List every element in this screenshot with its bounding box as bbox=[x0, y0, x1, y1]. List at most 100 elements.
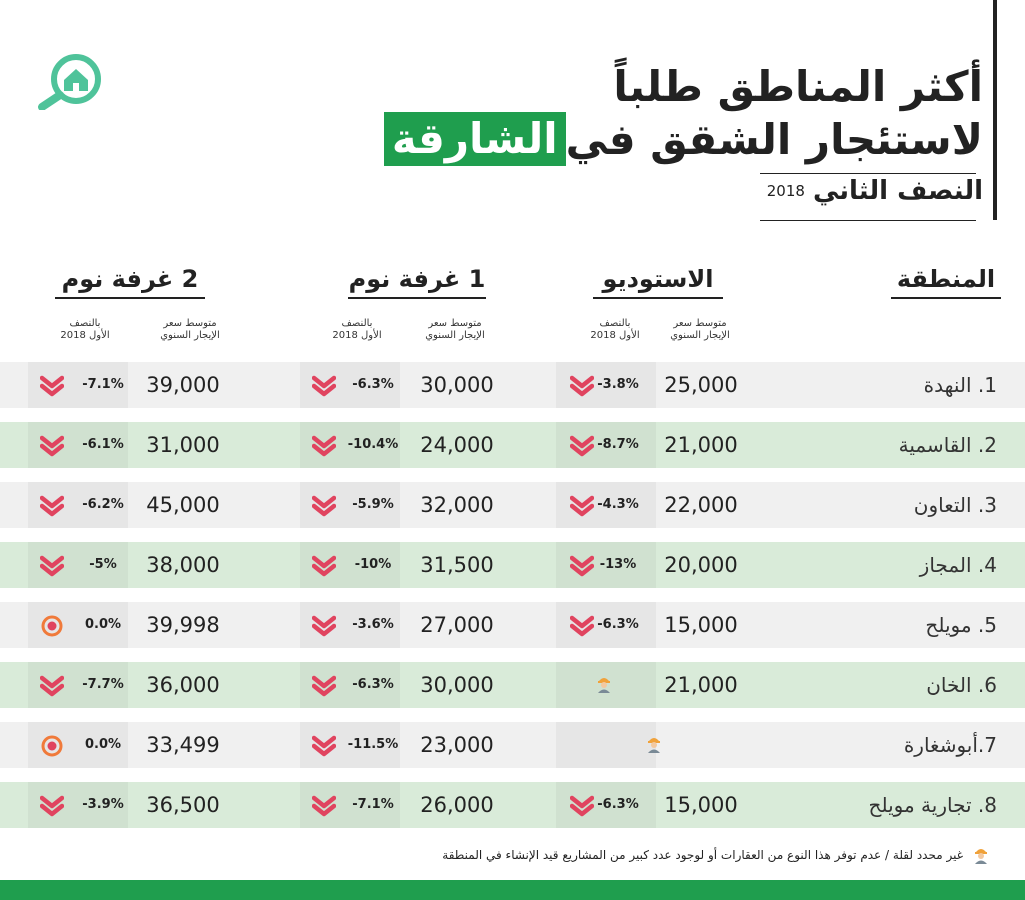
title-divider-line bbox=[993, 0, 997, 220]
studio-price: 22,000 bbox=[664, 493, 738, 517]
down-chevron-icon bbox=[39, 555, 65, 577]
worker-icon bbox=[596, 675, 620, 697]
subtitle: النصف الثاني 2018 bbox=[767, 176, 983, 206]
subheader-two-price: متوسط سعر الإيجار السنوي bbox=[160, 318, 220, 341]
subtitle-bottom-rule bbox=[760, 220, 976, 221]
two-price: 33,499 bbox=[146, 733, 220, 757]
down-chevron-icon bbox=[569, 795, 595, 817]
change-cell-shade bbox=[300, 602, 400, 648]
two-change: -5% bbox=[89, 557, 117, 572]
one-change: -5.9% bbox=[352, 497, 394, 512]
studio-price: 25,000 bbox=[664, 373, 738, 397]
change-cell-shade bbox=[28, 362, 128, 408]
house-search-logo-icon bbox=[38, 54, 101, 110]
change-cell-shade bbox=[300, 482, 400, 528]
studio-change: -3.8% bbox=[597, 377, 639, 392]
studio-change: -6.3% bbox=[597, 617, 639, 632]
worker-icon bbox=[975, 849, 987, 864]
area-name: 6. الخان bbox=[926, 673, 997, 697]
change-cell-shade bbox=[300, 782, 400, 828]
subheader-one-price: متوسط سعر الإيجار السنوي bbox=[425, 318, 485, 341]
subtitle-year: 2018 bbox=[766, 182, 805, 200]
one-change: -10% bbox=[354, 557, 392, 572]
studio-price: 21,000 bbox=[664, 673, 738, 697]
page-title-line1: أكثر المناطق طلباً bbox=[613, 62, 983, 111]
column-header-area: المنطقة bbox=[891, 265, 1001, 299]
studio-price: 15,000 bbox=[664, 613, 738, 637]
one-price: 24,000 bbox=[420, 433, 494, 457]
table-row: 6. الخان 21,000 30,000 -6.3% 36,000 -7.7% bbox=[0, 662, 1025, 708]
table-row: 2. القاسمية 21,000 -8.7% 24,000 -10.4% 31,000… bbox=[0, 422, 1025, 468]
one-price: 26,000 bbox=[420, 793, 494, 817]
down-chevron-icon bbox=[569, 615, 595, 637]
change-cell-shade bbox=[28, 542, 128, 588]
change-cell-shade bbox=[300, 542, 400, 588]
two-change: 0.0% bbox=[84, 737, 122, 752]
area-name: 5. مويلح bbox=[925, 613, 997, 637]
studio-price: 21,000 bbox=[664, 433, 738, 457]
subheader-studio-change: بالنصف الأول 2018 bbox=[590, 318, 640, 341]
table-row: 3. التعاون 22,000 -4.3% 32,000 -5.9% 45,000 -6… bbox=[0, 482, 1025, 528]
down-chevron-icon bbox=[311, 375, 337, 397]
down-chevron-icon bbox=[39, 435, 65, 457]
page-title-highlight: الشارقة bbox=[383, 112, 566, 166]
down-chevron-icon bbox=[311, 735, 337, 757]
change-cell-shade bbox=[28, 482, 128, 528]
studio-change bbox=[590, 722, 646, 768]
table-row: 5. مويلح 15,000 -6.3% 27,000 -3.6% 39,998 0.0% bbox=[0, 602, 1025, 648]
change-cell-shade bbox=[28, 782, 128, 828]
change-cell-shade bbox=[300, 722, 400, 768]
change-cell-shade bbox=[28, 422, 128, 468]
down-chevron-icon bbox=[569, 375, 595, 397]
down-chevron-icon bbox=[311, 795, 337, 817]
one-change: -7.1% bbox=[352, 797, 394, 812]
page-title-prefix: لاستئجار الشقق في bbox=[565, 114, 983, 164]
down-chevron-icon bbox=[569, 555, 595, 577]
one-change: -10.4% bbox=[347, 437, 399, 452]
one-change: -6.3% bbox=[352, 377, 394, 392]
change-cell-shade bbox=[28, 662, 128, 708]
two-price: 36,000 bbox=[146, 673, 220, 697]
one-change: -6.3% bbox=[352, 677, 394, 692]
one-price: 31,500 bbox=[420, 553, 494, 577]
two-change: -6.2% bbox=[82, 497, 124, 512]
two-change: 0.0% bbox=[84, 617, 122, 632]
down-chevron-icon bbox=[311, 495, 337, 517]
studio-change: -4.3% bbox=[597, 497, 639, 512]
area-name: 1. النهدة bbox=[923, 373, 997, 397]
subtitle-period: النصف الثاني bbox=[812, 176, 983, 206]
column-header-studio: الاستوديو bbox=[593, 265, 723, 299]
footer-green-bar bbox=[0, 880, 1025, 900]
worker-icon bbox=[646, 735, 670, 757]
one-change: -3.6% bbox=[352, 617, 394, 632]
table-row: 8. تجارية مويلح 15,000 -6.3% 26,000 -7.1% 36,… bbox=[0, 782, 1025, 828]
neutral-dot-icon bbox=[40, 615, 64, 637]
change-cell-shade bbox=[300, 422, 400, 468]
two-price: 39,000 bbox=[146, 373, 220, 397]
change-cell-shade bbox=[556, 722, 656, 768]
down-chevron-icon bbox=[311, 615, 337, 637]
area-name: 3. التعاون bbox=[913, 493, 997, 517]
down-chevron-icon bbox=[569, 495, 595, 517]
column-header-two-bedroom: 2 غرفة نوم bbox=[55, 265, 205, 299]
one-price: 27,000 bbox=[420, 613, 494, 637]
two-change: -6.1% bbox=[82, 437, 124, 452]
down-chevron-icon bbox=[39, 675, 65, 697]
studio-price: 20,000 bbox=[664, 553, 738, 577]
subheader-two-change: بالنصف الأول 2018 bbox=[60, 318, 110, 341]
down-chevron-icon bbox=[311, 435, 337, 457]
subtitle-top-rule bbox=[760, 173, 976, 174]
down-chevron-icon bbox=[39, 495, 65, 517]
studio-change: -6.3% bbox=[597, 797, 639, 812]
table-row: 4. المجاز 20,000 -13% 31,500 -10% 38,000 -5% bbox=[0, 542, 1025, 588]
two-change: -7.7% bbox=[82, 677, 124, 692]
change-cell-shade bbox=[28, 722, 128, 768]
two-price: 36,500 bbox=[146, 793, 220, 817]
down-chevron-icon bbox=[311, 675, 337, 697]
footnote-text: غير محدد لقلة / عدم توفر هذا النوع من ال… bbox=[442, 848, 963, 862]
subheader-one-change: بالنصف الأول 2018 bbox=[332, 318, 382, 341]
down-chevron-icon bbox=[311, 555, 337, 577]
one-price: 30,000 bbox=[420, 673, 494, 697]
table-row: 1. النهدة 25,000 -3.8% 30,000 -6.3% 39,000 -7.… bbox=[0, 362, 1025, 408]
area-name: 4. المجاز bbox=[919, 553, 997, 577]
